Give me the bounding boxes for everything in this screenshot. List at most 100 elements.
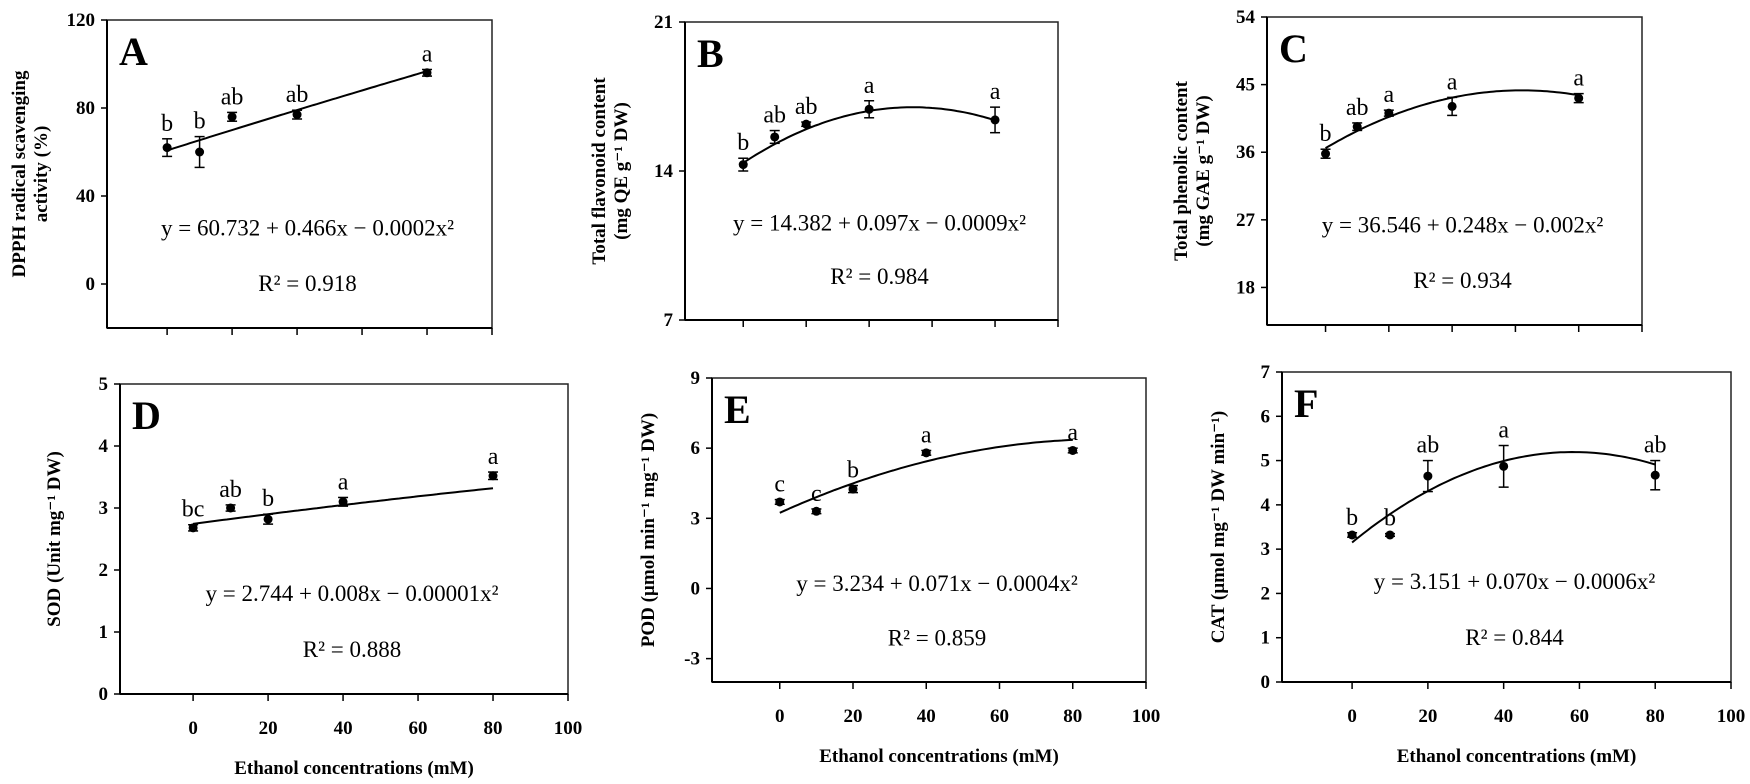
x-tick-label: 40 [917,706,936,727]
data-point [1384,108,1394,118]
x-tick-label: 20 [1418,706,1437,727]
x-tick-label: 20 [259,718,278,739]
significance-letter: b [262,486,274,512]
significance-letter: a [921,422,932,448]
x-tick-label: 60 [1570,706,1589,727]
y-axis-label: Total phenolic content [1171,80,1192,260]
x-tick-label: 40 [1494,706,1513,727]
significance-letter: a [1573,66,1584,92]
data-point [864,104,874,114]
significance-letter: a [1498,418,1509,444]
data-point [226,503,236,513]
data-point [195,147,205,157]
regression-equation: y = 3.151 + 0.070x − 0.0006x² [1374,569,1656,594]
data-point [1068,445,1078,455]
significance-letter: a [1384,82,1395,108]
data-point [1650,470,1660,480]
data-point [488,471,498,481]
y-tick-label: -3 [684,649,700,670]
data-point [990,115,1000,125]
r-squared: R² = 0.844 [1465,625,1564,650]
significance-letter: ab [1644,433,1667,459]
significance-letter: b [737,130,749,156]
y-tick-label: 54 [1236,7,1256,28]
data-point [162,143,172,153]
y-axis-label: (mg GAE g⁻¹ DW) [1193,95,1214,246]
x-tick-label: 100 [1132,706,1161,727]
y-tick-label: 80 [76,98,95,119]
y-axis-label: (mg QE g⁻¹ DW) [611,102,632,240]
y-tick-label: 9 [691,368,701,389]
regression-equation: y = 3.234 + 0.071x − 0.0004x² [796,571,1078,596]
significance-letter: a [422,42,433,68]
x-tick-label: 40 [334,718,353,739]
r-squared: R² = 0.859 [888,626,986,651]
y-tick-label: 7 [664,310,674,331]
y-axis-label: POD (µmol min⁻¹ mg⁻¹ DW) [638,413,659,648]
x-tick-label: 20 [844,706,863,727]
regression-equation: y = 14.382 + 0.097x − 0.0009x² [733,211,1026,236]
y-tick-label: 40 [76,186,95,207]
y-axis-label: activity (%) [31,126,52,223]
fit-curve [779,438,1073,514]
y-tick-label: 14 [654,161,674,182]
panel-label: C [1279,26,1308,71]
significance-letter: c [811,481,822,507]
data-point [775,497,785,507]
panel-e: E -3 0 3 6 9 0 20 40 60 80 100 POD (µmol min⁻¹ mg⁻¹ … [638,368,1160,767]
r-squared: R² = 0.918 [258,271,356,296]
data-point [801,119,811,129]
y-tick-label: 3 [691,508,701,529]
y-axis-label: Total flavonoid content [589,77,610,265]
significance-letter: ab [219,477,242,503]
significance-letter: ab [221,84,244,110]
y-tick-label: 1 [1261,628,1271,649]
y-axis-label: DPPH radical scavenging [9,70,30,277]
y-tick-label: 2 [1261,583,1271,604]
x-tick-label: 80 [1646,706,1665,727]
r-squared: R² = 0.934 [1413,268,1512,293]
y-tick-label: 0 [1261,672,1271,693]
data-point [921,448,931,458]
y-tick-label: 5 [1261,451,1271,472]
y-tick-label: 0 [691,578,701,599]
significance-letter: b [847,458,859,484]
regression-equation: y = 36.546 + 0.248x − 0.002x² [1322,213,1604,238]
x-axis-label: Ethanol concentrations (mM) [234,758,474,779]
y-tick-label: 120 [67,10,96,31]
data-point [188,523,198,533]
y-tick-label: 45 [1236,75,1255,96]
data-point [1499,461,1509,471]
r-squared: R² = 0.984 [830,264,929,289]
y-axis-label: CAT (µmol mg⁻¹ DW min⁻¹) [1208,411,1229,643]
panel-label: F [1294,381,1318,426]
x-tick-label: 100 [1717,706,1746,727]
data-point [1352,122,1362,132]
significance-letter: ab [286,82,309,108]
x-axis-label: Ethanol concentrations (mM) [819,746,1059,767]
x-tick-label: 0 [188,718,198,739]
r-squared: R² = 0.888 [303,637,401,662]
significance-letter: b [1320,121,1332,147]
significance-letter: b [1346,505,1358,531]
y-tick-label: 1 [99,622,109,643]
data-point [1347,530,1357,540]
significance-letter: ab [795,94,818,120]
x-tick-label: 100 [554,718,583,739]
panel-a: A 0 40 80 120 DPPH radical scavenging activity… [9,10,493,335]
significance-letter: c [774,472,785,498]
data-point [338,497,348,507]
x-tick-label: 0 [1347,706,1357,727]
y-axis-label: SOD (Unit mg⁻¹ DW) [44,451,65,627]
y-tick-label: 21 [654,12,673,33]
panel-d: D 0 1 2 3 4 5 0 20 40 60 80 100 SOD (Unit mg⁻¹ DW) Eth… [44,374,582,779]
data-point [770,132,780,142]
data-point [1574,93,1584,103]
significance-letter: a [864,73,875,99]
x-tick-label: 60 [990,706,1009,727]
data-point [1447,101,1457,111]
data-point [263,514,273,524]
panel-b: B 7 14 21 Total flavonoid content (mg QE g⁻¹ … [589,12,1059,331]
x-tick-label: 80 [484,718,503,739]
data-point [292,110,302,120]
